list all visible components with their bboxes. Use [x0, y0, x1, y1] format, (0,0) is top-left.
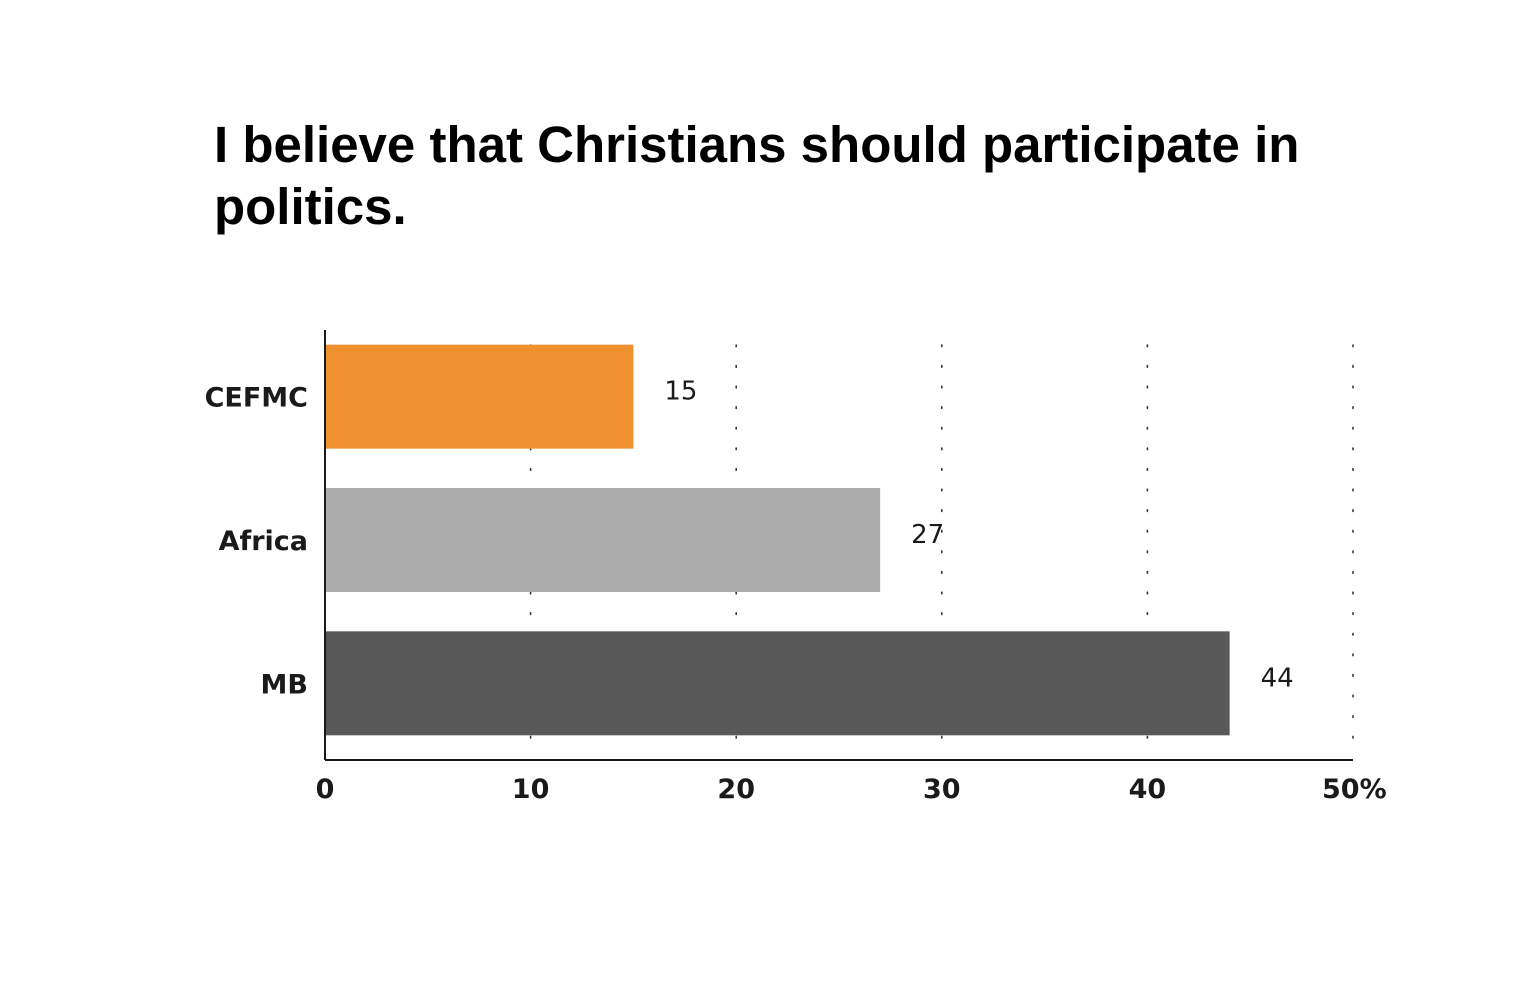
x-tick-label-4: 40 [1129, 774, 1167, 805]
category-label-mb: MB [261, 669, 308, 700]
chart-title: I believe that Christians should partici… [214, 116, 1300, 235]
category-label-africa: Africa [219, 526, 308, 557]
bar-africa [325, 488, 881, 592]
x-tick-label-5: 50% [1322, 774, 1387, 805]
x-tick-label-1: 10 [512, 774, 550, 805]
labels: CEFMC 15 Africa 27 MB 44 0 10 20 30 40 50% [205, 377, 1387, 805]
axes [324, 330, 1353, 761]
category-label-cefmc: CEFMC [205, 383, 308, 414]
bars [325, 344, 1230, 736]
value-label-africa: 27 [911, 520, 944, 550]
bar-mb [325, 631, 1230, 736]
bar-cefmc [325, 344, 634, 449]
x-tick-label-2: 20 [717, 774, 755, 805]
value-label-cefmc: 15 [664, 377, 697, 407]
x-tick-label-0: 0 [316, 774, 335, 805]
value-label-mb: 44 [1261, 663, 1294, 693]
x-tick-label-3: 30 [923, 774, 961, 805]
